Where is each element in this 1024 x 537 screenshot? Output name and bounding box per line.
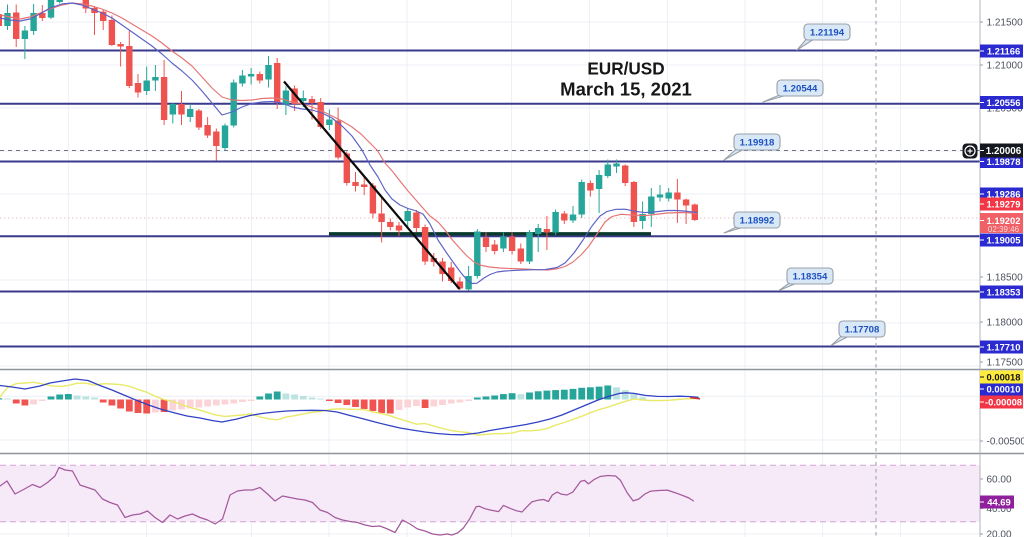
svg-text:1.21500: 1.21500 bbox=[987, 18, 1024, 29]
svg-text:44.69: 44.69 bbox=[987, 496, 1010, 507]
svg-text:1.19279: 1.19279 bbox=[987, 198, 1021, 209]
svg-text:1.20556: 1.20556 bbox=[987, 97, 1021, 108]
svg-text:1.17500: 1.17500 bbox=[987, 358, 1024, 369]
svg-text:1.21166: 1.21166 bbox=[987, 45, 1020, 56]
svg-text:EUR/USD: EUR/USD bbox=[587, 59, 664, 79]
svg-text:1.17710: 1.17710 bbox=[987, 341, 1021, 352]
svg-text:1.19918: 1.19918 bbox=[740, 137, 775, 148]
svg-text:1.18500: 1.18500 bbox=[987, 273, 1024, 284]
svg-text:1.19878: 1.19878 bbox=[987, 156, 1021, 167]
svg-text:60.00: 60.00 bbox=[987, 475, 1012, 486]
svg-text:02:39:46: 02:39:46 bbox=[988, 225, 1020, 234]
svg-text:1.19286: 1.19286 bbox=[987, 188, 1021, 199]
svg-text:1.18353: 1.18353 bbox=[987, 286, 1021, 297]
svg-text:-0.00500: -0.00500 bbox=[987, 437, 1024, 448]
svg-text:1.21000: 1.21000 bbox=[987, 61, 1024, 72]
svg-text:March 15, 2021: March 15, 2021 bbox=[560, 79, 692, 100]
svg-text:1.19005: 1.19005 bbox=[987, 234, 1021, 245]
svg-text:0.00018: 0.00018 bbox=[987, 371, 1021, 382]
svg-text:1.18000: 1.18000 bbox=[987, 318, 1024, 329]
svg-text:1.21194: 1.21194 bbox=[810, 27, 845, 38]
svg-text:20.00: 20.00 bbox=[987, 530, 1012, 537]
svg-text:1.17708: 1.17708 bbox=[845, 324, 880, 335]
svg-text:-0.00008: -0.00008 bbox=[985, 396, 1022, 407]
svg-text:1.18992: 1.18992 bbox=[740, 215, 775, 226]
svg-text:1.20544: 1.20544 bbox=[783, 83, 818, 94]
svg-text:1.20006: 1.20006 bbox=[986, 146, 1022, 157]
svg-text:0.00010: 0.00010 bbox=[987, 383, 1021, 394]
svg-text:1.19202: 1.19202 bbox=[987, 215, 1021, 226]
svg-text:40.00: 40.00 bbox=[987, 504, 1012, 515]
svg-text:1.18354: 1.18354 bbox=[793, 271, 828, 282]
